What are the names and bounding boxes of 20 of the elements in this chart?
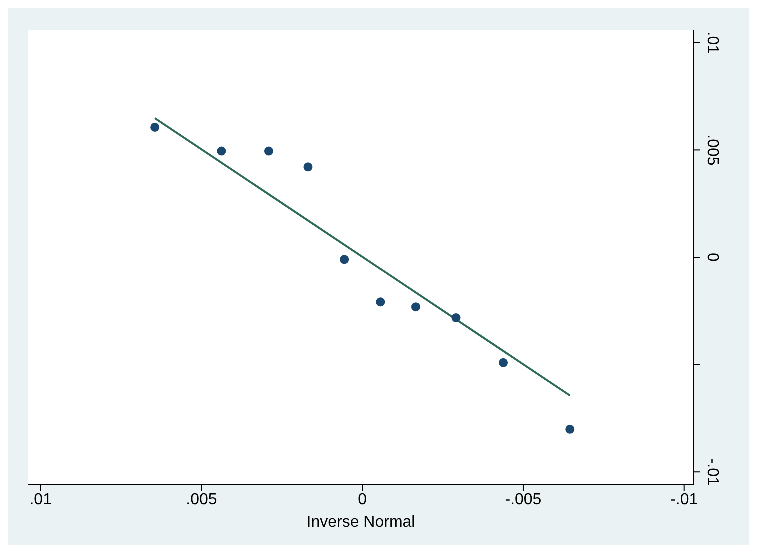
x-axis-title: Inverse Normal [306, 514, 416, 531]
point [566, 424, 575, 434]
point [304, 162, 313, 172]
point [264, 146, 274, 156]
x-tick-label: 0 [358, 491, 368, 508]
point [217, 146, 226, 156]
x-tick-label: .005 [186, 491, 218, 508]
point [452, 314, 461, 323]
x-tick-label: -.005 [505, 491, 542, 508]
point [376, 298, 386, 307]
x-tick-label: -.01 [670, 491, 698, 508]
x-tick-label: .01 [30, 491, 52, 508]
y-tick-label: .005 [704, 134, 721, 166]
point [340, 255, 350, 264]
y-tick-label: .01 [704, 32, 721, 54]
point [499, 358, 508, 368]
y-tick-label: -.01 [704, 458, 721, 486]
y-tick-label: 0 [704, 253, 721, 262]
point [412, 302, 421, 312]
point [150, 122, 160, 132]
